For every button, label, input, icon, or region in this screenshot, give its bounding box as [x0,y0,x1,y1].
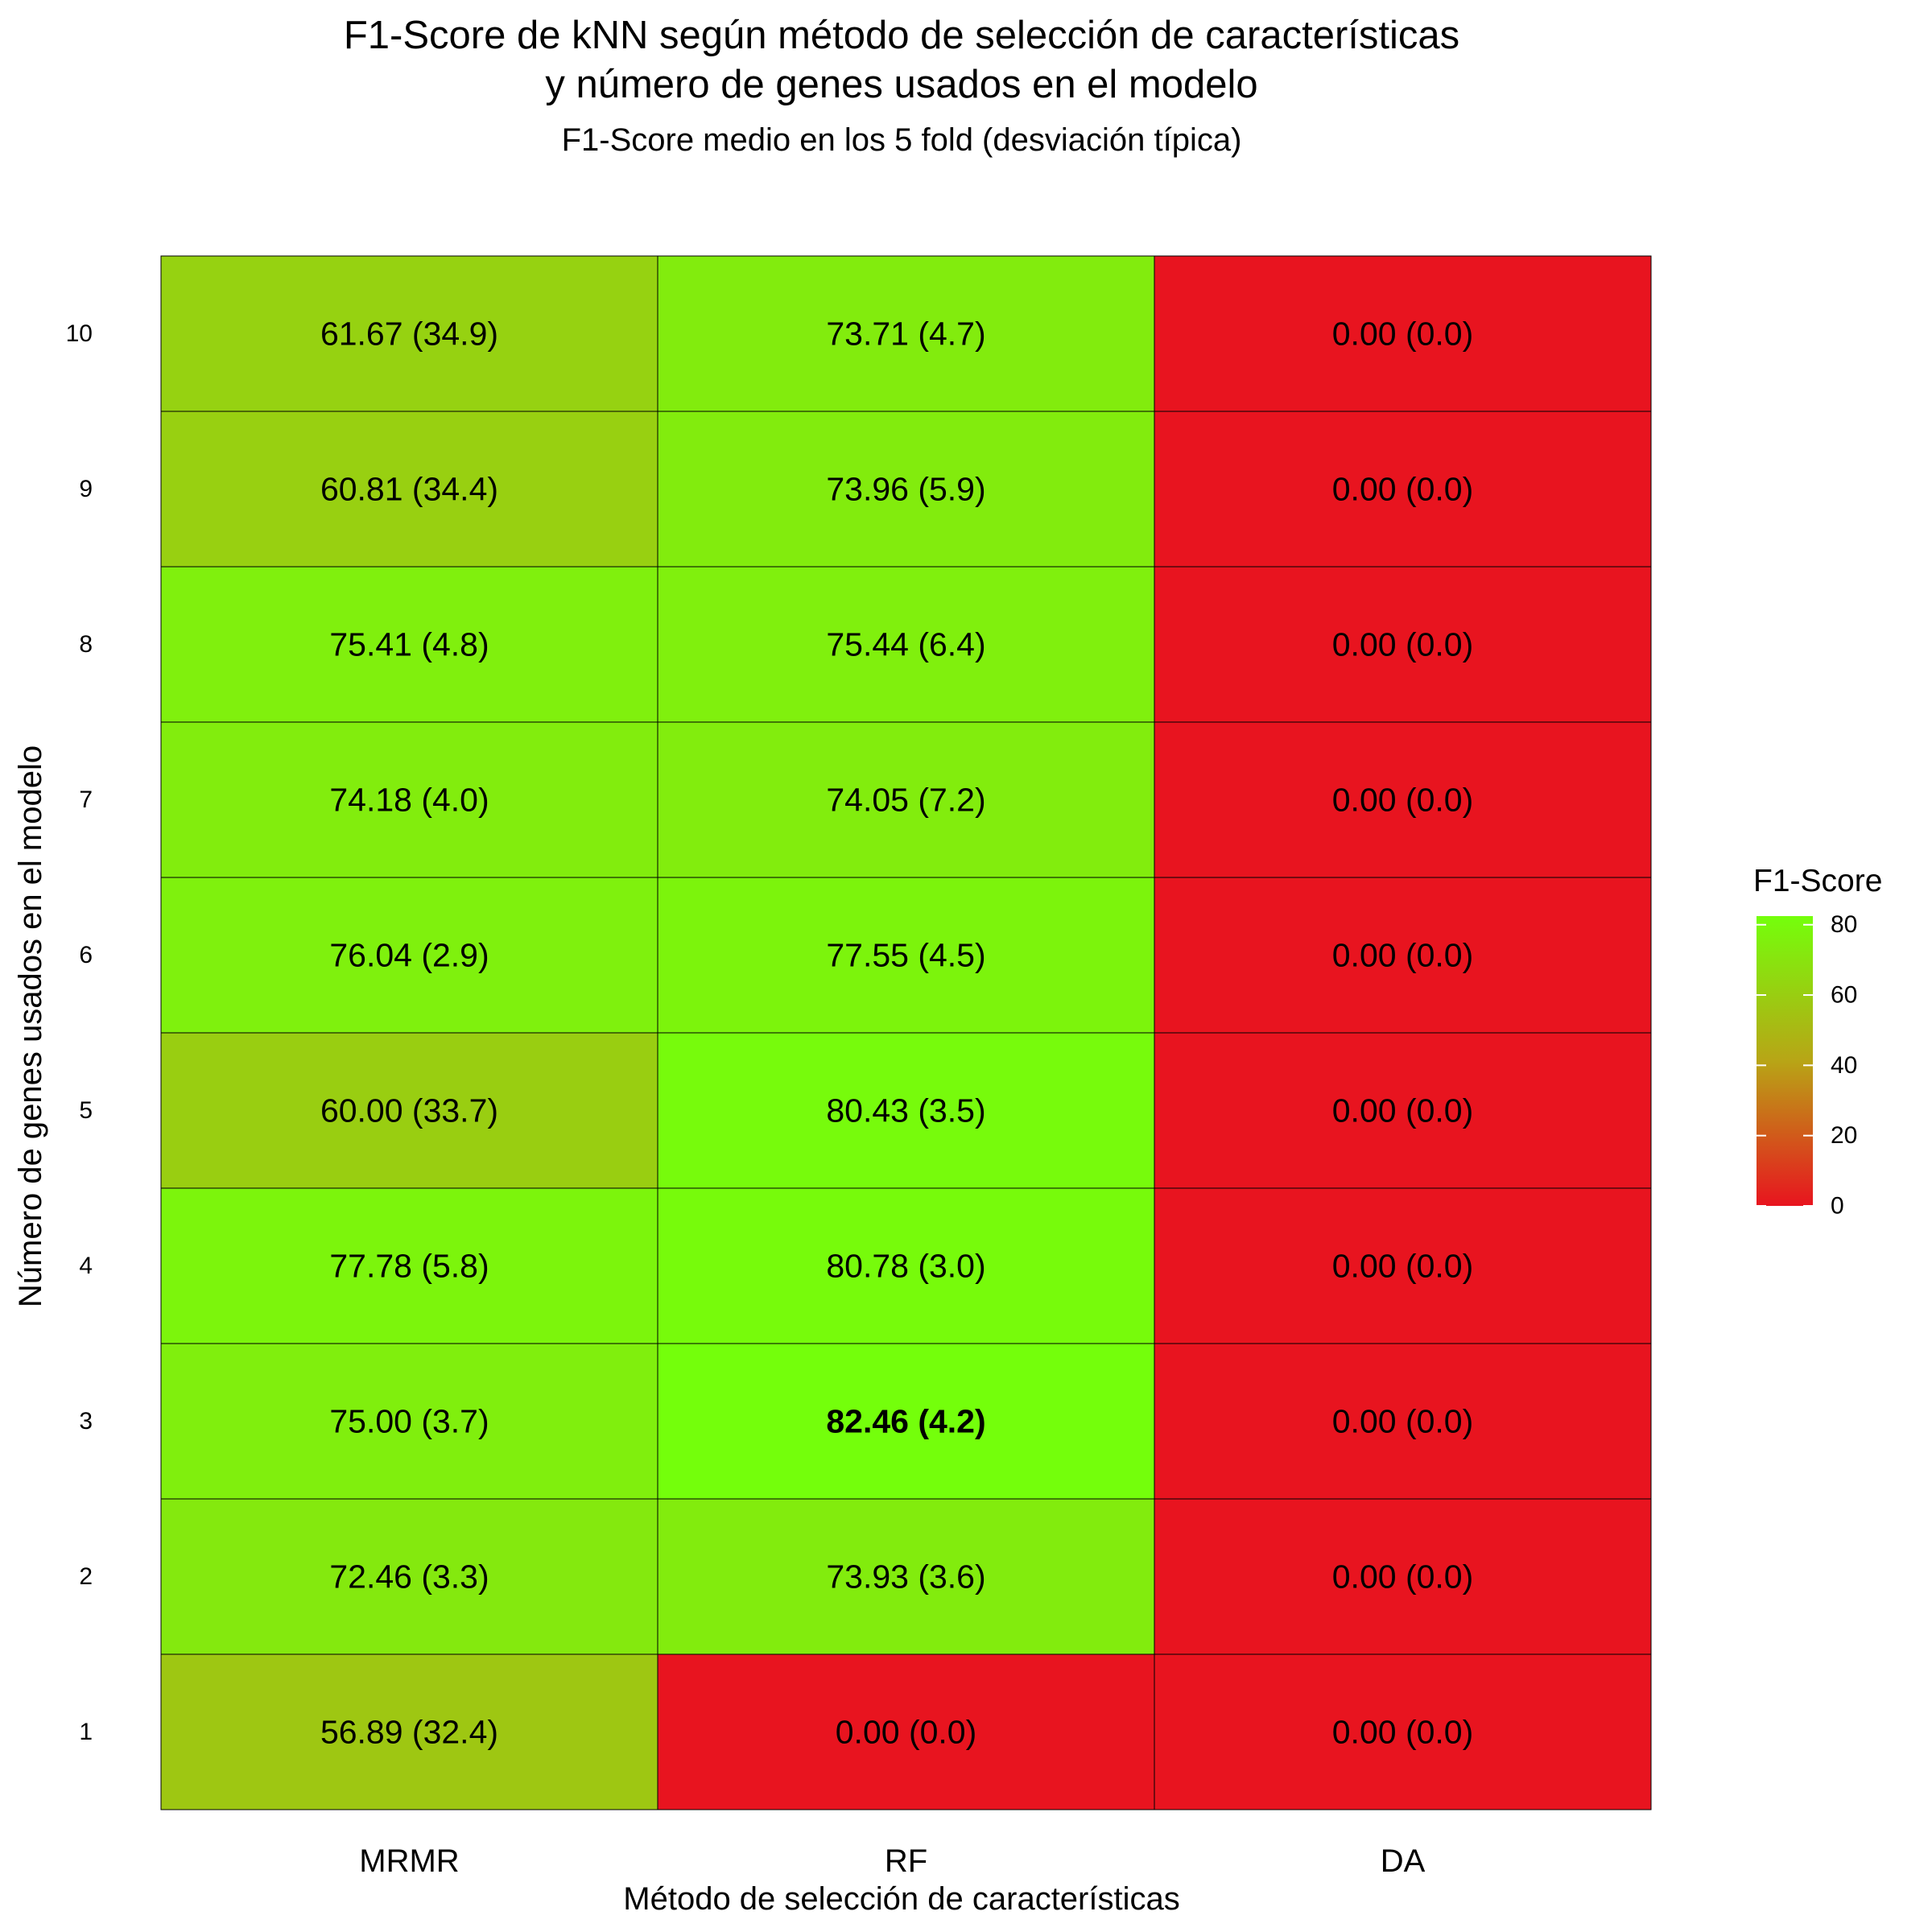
color-legend: F1-Score 0 20 40 60 80 [1753,864,1882,1220]
heatmap-cell-rf-8 [657,566,1155,723]
y-tick-label-3: 3 [79,1408,93,1435]
cell-label-da-7: 0.00 (0.0) [1332,782,1474,819]
heatmap-cell-da-1 [1154,1653,1652,1810]
y-tick-label-2: 2 [79,1563,93,1590]
heatmap-cell-da-9 [1154,411,1652,568]
legend-title: F1-Score [1753,864,1882,898]
cell-label-da-1: 0.00 (0.0) [1332,1714,1474,1751]
y-axis-ticks: 1 2 3 4 5 6 7 8 9 10 [66,320,93,1745]
cell-label-rf-2: 73.93 (3.6) [826,1558,985,1596]
x-axis-title: Método de selección de características [623,1881,1179,1917]
cell-label-mrmr-2: 72.46 (3.3) [329,1558,489,1596]
cell-label-mrmr-7: 74.18 (4.0) [329,782,489,819]
y-tick-label-7: 7 [79,786,93,813]
cell-label-da-10: 0.00 (0.0) [1332,316,1474,353]
legend-tick-label-0: 0 [1831,1193,1844,1220]
heatmap-cell-da-7 [1154,721,1652,878]
y-tick-label-6: 6 [79,942,93,968]
heatmap-cell-mrmr-7 [160,721,658,878]
heatmap-cell-da-3 [1154,1343,1652,1500]
cell-label-rf-1: 0.00 (0.0) [836,1714,977,1751]
heatmap-cell-rf-2 [657,1498,1155,1655]
cell-label-da-3: 0.00 (0.0) [1332,1403,1474,1440]
cell-label-mrmr-8: 75.41 (4.8) [329,626,489,663]
heatmap-cell-da-5 [1154,1032,1652,1189]
cell-label-mrmr-10: 61.67 (34.9) [320,316,498,353]
heatmap-cell-rf-10 [657,255,1155,412]
heatmap-cell-mrmr-6 [160,877,658,1034]
x-tick-label-mrmr: MRMR [359,1843,459,1879]
cell-label-da-8: 0.00 (0.0) [1332,626,1474,663]
heatmap-cell-mrmr-2 [160,1498,658,1655]
heatmap-cell-mrmr-1 [160,1653,658,1810]
legend-tick-label-60: 60 [1831,982,1857,1009]
cell-label-da-9: 0.00 (0.0) [1332,471,1474,508]
heatmap-cell-mrmr-8 [160,566,658,723]
cell-label-da-2: 0.00 (0.0) [1332,1558,1474,1596]
cell-label-rf-4: 80.78 (3.0) [826,1248,985,1285]
cell-label-rf-7: 74.05 (7.2) [826,782,985,819]
heatmap-cell-da-6 [1154,877,1652,1034]
cell-label-rf-6: 77.55 (4.5) [826,937,985,974]
cell-label-mrmr-5: 60.00 (33.7) [320,1092,498,1129]
heatmap-cell-mrmr-4 [160,1187,658,1344]
legend-colorbar [1757,916,1813,1206]
y-tick-label-4: 4 [79,1253,93,1279]
heatmap-cells: 56.89 (32.4) 72.46 (3.3) 75.00 (3.7) 77.78 … [160,255,1652,1810]
cell-label-mrmr-3: 75.00 (3.7) [329,1403,489,1440]
chart-title-line2: y número de genes usados en el modelo [545,63,1257,106]
y-tick-label-10: 10 [66,320,93,347]
cell-label-rf-5: 80.43 (3.5) [826,1092,985,1129]
heatmap-cell-rf-7 [657,721,1155,878]
y-axis-title: Número de genes usados en el modelo [13,745,48,1307]
x-tick-label-da: DA [1381,1843,1426,1879]
heatmap-cell-rf-6 [657,877,1155,1034]
y-tick-label-5: 5 [79,1097,93,1124]
cell-label-rf-10: 73.71 (4.7) [826,316,985,353]
heatmap-cell-rf-3 [657,1343,1155,1500]
x-axis-ticks: MRMR RF DA [359,1843,1425,1879]
cell-label-rf-9: 73.96 (5.9) [826,471,985,508]
cell-label-da-4: 0.00 (0.0) [1332,1248,1474,1285]
heatmap-cell-mrmr-9 [160,411,658,568]
chart-subtitle: F1-Score medio en los 5 fold (desviación… [562,122,1242,158]
heatmap-cell-da-4 [1154,1187,1652,1344]
y-tick-label-9: 9 [79,476,93,502]
chart-title-line1: F1-Score de kNN según método de selecció… [344,14,1459,57]
legend-tick-label-80: 80 [1831,911,1857,938]
cell-label-mrmr-4: 77.78 (5.8) [329,1248,489,1285]
heatmap-cell-da-8 [1154,566,1652,723]
cell-label-rf-8: 75.44 (6.4) [826,626,985,663]
y-tick-label-1: 1 [79,1719,93,1745]
heatmap-cell-mrmr-10 [160,255,658,412]
cell-label-mrmr-9: 60.81 (34.4) [320,471,498,508]
heatmap-cell-mrmr-5 [160,1032,658,1189]
cell-label-rf-3: 82.46 (4.2) [826,1403,985,1440]
cell-label-mrmr-1: 56.89 (32.4) [320,1714,498,1751]
heatmap-cell-rf-9 [657,411,1155,568]
x-tick-label-rf: RF [885,1843,927,1879]
heatmap-cell-rf-5 [657,1032,1155,1189]
cell-label-mrmr-6: 76.04 (2.9) [329,937,489,974]
cell-label-da-6: 0.00 (0.0) [1332,937,1474,974]
legend-tick-label-40: 40 [1831,1052,1857,1079]
y-tick-label-8: 8 [79,631,93,658]
cell-label-da-5: 0.00 (0.0) [1332,1092,1474,1129]
legend-tick-label-20: 20 [1831,1122,1857,1149]
heatmap-cell-da-10 [1154,255,1652,412]
